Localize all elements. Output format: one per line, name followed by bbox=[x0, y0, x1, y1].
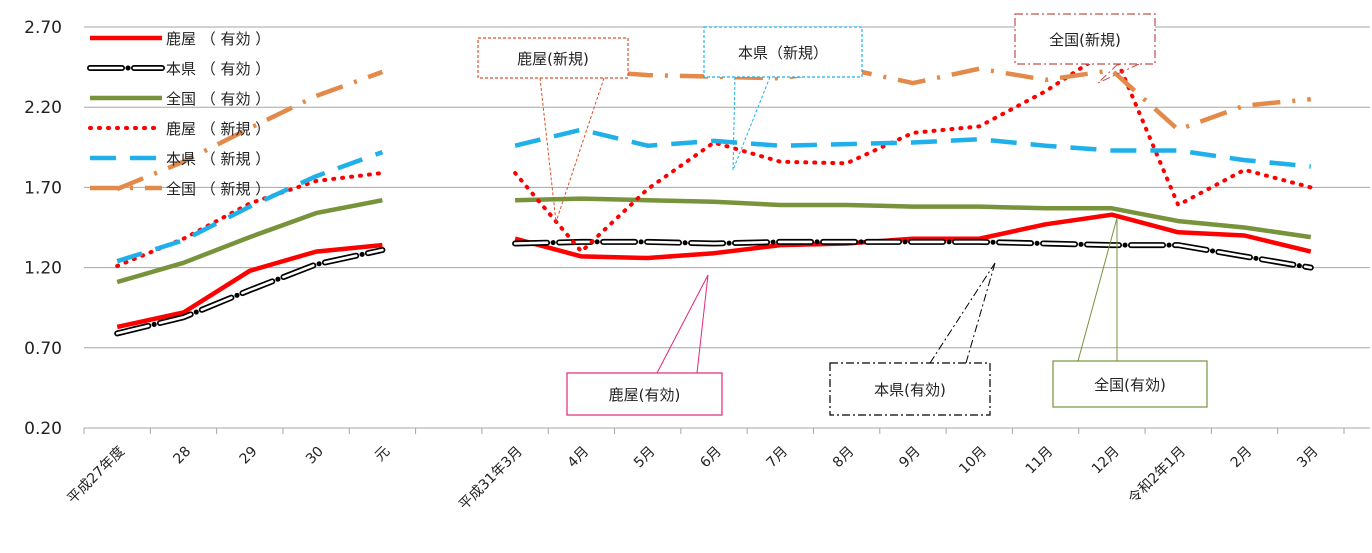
callout-label: 本県（新規） bbox=[738, 44, 828, 62]
y-tick-label: 0.70 bbox=[24, 339, 62, 359]
callout-leader bbox=[733, 77, 770, 170]
callout-leader bbox=[733, 77, 735, 170]
series-layer bbox=[117, 48, 1311, 334]
series-line-monthly-outline bbox=[515, 242, 1311, 268]
x-tick-label: 平成27年度 bbox=[64, 444, 128, 508]
y-tick-label: 1.20 bbox=[24, 259, 62, 279]
x-tick-label: 6月 bbox=[697, 444, 725, 472]
callout-leader bbox=[1078, 218, 1117, 361]
x-axis-ticks: 平成27年度 28 29 30 元 平成31年3月 4月 5月 6月 7月 8月 9月 10月 11月 12… bbox=[64, 444, 1321, 514]
x-tick-label: 令和2年1月 bbox=[1126, 444, 1190, 508]
x-tick-label: 30 bbox=[303, 444, 327, 468]
legend-entry-label: 全国 （ 新規 ） bbox=[166, 180, 270, 198]
x-tick-label: 28 bbox=[170, 444, 194, 468]
callout-label: 鹿屋(新規) bbox=[517, 50, 589, 68]
series-line-annual-outline bbox=[117, 250, 382, 333]
x-tick-label: 12月 bbox=[1089, 444, 1123, 478]
legend-entry-label: 鹿屋 （ 有効 ） bbox=[166, 30, 270, 48]
y-tick-label: 1.70 bbox=[24, 178, 62, 198]
x-tick-label: 3月 bbox=[1294, 444, 1322, 472]
y-tick-label: 0.20 bbox=[24, 419, 62, 439]
callout-leaders bbox=[540, 64, 1139, 373]
series-line-monthly bbox=[515, 69, 1311, 130]
y-axis-ticks: 0.20 0.70 1.20 1.70 2.20 2.70 bbox=[24, 18, 62, 439]
y-tick-label: 2.20 bbox=[24, 98, 62, 118]
x-tick-label: 4月 bbox=[565, 444, 593, 472]
x-tick-label: 5月 bbox=[631, 444, 659, 472]
series-line-monthly bbox=[515, 130, 1311, 167]
x-tick-label: 2月 bbox=[1228, 444, 1256, 472]
y-tick-label: 2.70 bbox=[24, 18, 62, 38]
callout-leader bbox=[697, 275, 708, 373]
legend: 鹿屋 （ 有効 ） 本県 （ 有効 ） 全国 （ 有効 ） 鹿屋 （ 新規 ） 本県 （… bbox=[90, 30, 270, 198]
legend-entry-label: 全国 （ 有効 ） bbox=[166, 90, 270, 108]
x-tick-label: 7月 bbox=[764, 444, 792, 472]
legend-entry-label: 鹿屋 （ 新規 ） bbox=[166, 120, 270, 138]
series-3 bbox=[117, 48, 1311, 266]
series-5 bbox=[117, 69, 1311, 189]
callout-label: 本県(有効) bbox=[874, 381, 946, 399]
x-tick-label: 8月 bbox=[830, 444, 858, 472]
x-tick-label: 29 bbox=[237, 444, 261, 468]
callout-label: 全国(有効) bbox=[1094, 376, 1166, 394]
callout-leader bbox=[1098, 64, 1139, 83]
x-tick-label: 11月 bbox=[1023, 444, 1057, 478]
legend-entry-label: 本県 （ 新規 ） bbox=[166, 150, 270, 168]
legend-entry-label: 本県 （ 有効 ） bbox=[166, 60, 270, 78]
x-tick-label: 元 bbox=[372, 444, 393, 465]
x-tick-label: 10月 bbox=[956, 444, 990, 478]
x-tick-label: 平成31年3月 bbox=[456, 444, 526, 514]
callout-label: 鹿屋(有効) bbox=[609, 386, 681, 404]
x-tick-label: 9月 bbox=[896, 444, 924, 472]
callout-label: 全国(新規) bbox=[1049, 31, 1121, 49]
callout-leader bbox=[657, 275, 708, 373]
